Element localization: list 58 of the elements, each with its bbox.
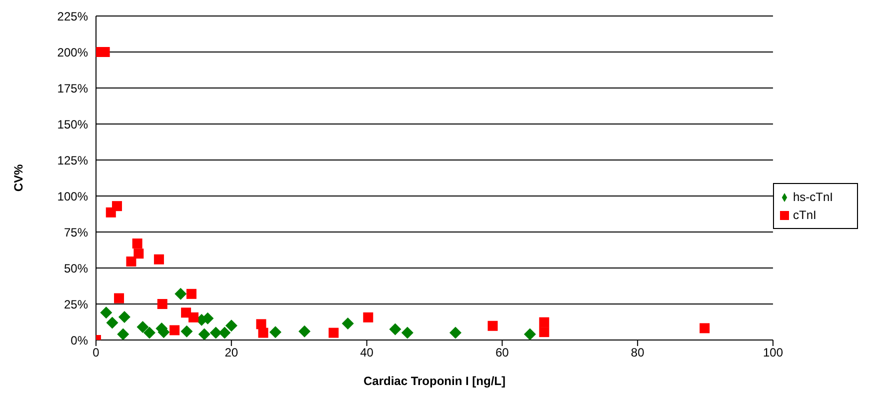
y-tick-label: 150% [57, 117, 88, 132]
y-tick-label: 200% [57, 45, 88, 60]
point [539, 327, 550, 338]
point [258, 328, 268, 338]
point [106, 316, 118, 329]
point [118, 310, 130, 323]
y-tick-label: 0% [70, 333, 88, 348]
point [363, 312, 374, 322]
point [218, 326, 231, 339]
point [524, 328, 536, 340]
point [174, 288, 187, 300]
point [134, 248, 144, 259]
y-tick-label: 225% [57, 9, 88, 24]
point [186, 288, 196, 299]
y-tick-label: 175% [57, 81, 88, 96]
point [188, 312, 198, 322]
point [154, 254, 164, 264]
x-tick-label: 20 [224, 346, 238, 360]
y-tick-label: 100% [57, 189, 88, 204]
legend-label: cTnI [792, 208, 816, 222]
point [198, 328, 210, 340]
x-tick-label: 0 [92, 346, 100, 360]
point [100, 306, 112, 319]
point [117, 328, 130, 340]
point [136, 321, 149, 334]
y-axis-title: CV% [11, 164, 26, 192]
point [157, 299, 168, 309]
point [180, 325, 193, 338]
y-tick-label: 25% [64, 297, 88, 312]
point [143, 326, 156, 339]
x-tick-label: 100 [762, 346, 784, 360]
x-axis-title: Cardiac Troponin I [ng/L] [363, 374, 506, 388]
point [700, 323, 710, 334]
point [269, 326, 282, 338]
point [126, 256, 136, 267]
y-tick-label: 125% [57, 153, 88, 168]
x-tick-label: 40 [360, 346, 374, 360]
y-tick-label: 50% [64, 261, 88, 276]
point [342, 317, 354, 330]
point [256, 319, 266, 330]
point [298, 325, 311, 338]
y-tick-label: 75% [64, 225, 88, 240]
point [210, 326, 222, 339]
point [449, 326, 462, 339]
point [389, 323, 402, 336]
point [539, 317, 550, 328]
x-tick-label: 60 [496, 346, 510, 360]
point [225, 320, 238, 332]
point [401, 326, 414, 339]
x-tick-label: 80 [630, 346, 645, 360]
point [100, 47, 110, 57]
point [170, 325, 180, 336]
legend-label: hs-cTnI [792, 190, 833, 204]
point [132, 238, 142, 249]
point [112, 201, 122, 212]
point [488, 320, 498, 331]
point [328, 328, 339, 338]
point [114, 293, 124, 304]
